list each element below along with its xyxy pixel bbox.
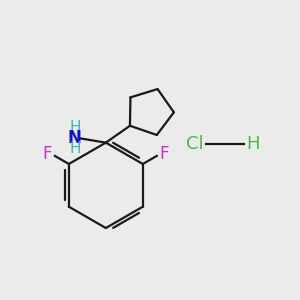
Text: Cl: Cl <box>186 135 204 153</box>
Text: H: H <box>69 141 81 156</box>
Text: F: F <box>160 146 169 164</box>
Text: N: N <box>68 129 82 147</box>
Text: F: F <box>42 146 52 164</box>
Text: H: H <box>247 135 260 153</box>
Text: H: H <box>69 120 81 135</box>
